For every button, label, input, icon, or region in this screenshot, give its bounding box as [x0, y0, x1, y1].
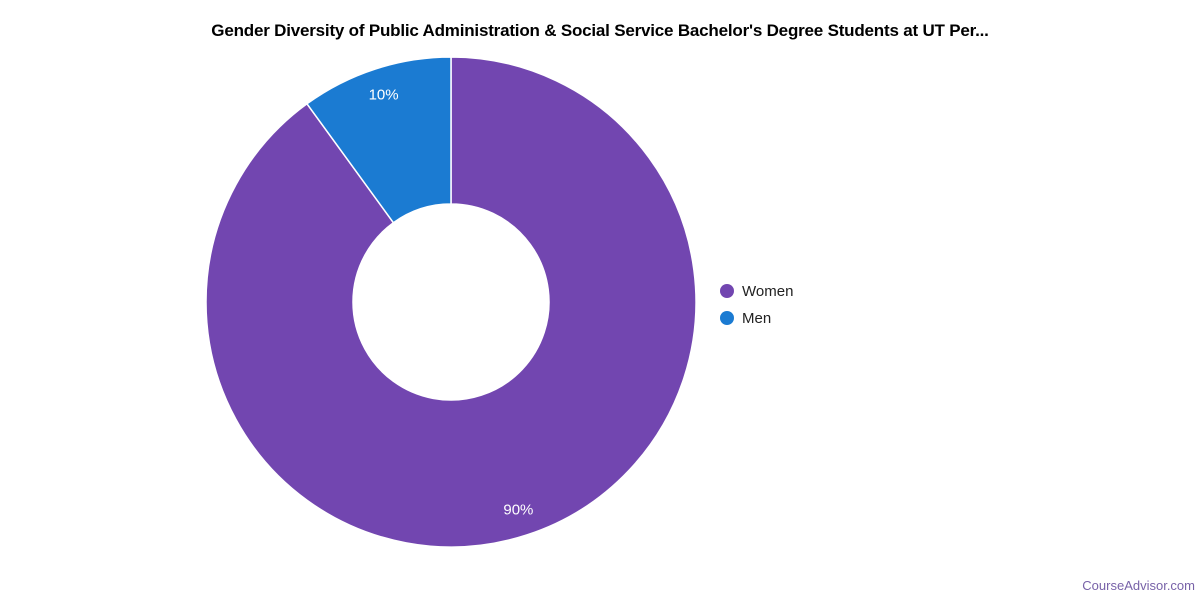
- slice-value-label-men: 10%: [369, 87, 399, 104]
- legend-item-men: Men: [720, 308, 793, 328]
- pie-slice-men[interactable]: [306, 56, 452, 224]
- legend-swatch-women-icon: [720, 284, 734, 298]
- legend-item-women: Women: [720, 281, 793, 301]
- legend-label-men: Men: [742, 309, 772, 327]
- slice-value-label-women: 90%: [503, 501, 533, 518]
- attribution-link[interactable]: CourseAdvisor.com: [1082, 578, 1195, 593]
- pie-slice-women[interactable]: [205, 56, 697, 548]
- legend: Women Men: [720, 281, 793, 328]
- legend-label-women: Women: [742, 282, 794, 300]
- chart-title: Gender Diversity of Public Administratio…: [211, 21, 989, 40]
- donut-chart: 90% 10%: [205, 56, 697, 548]
- legend-swatch-men-icon: [720, 311, 734, 325]
